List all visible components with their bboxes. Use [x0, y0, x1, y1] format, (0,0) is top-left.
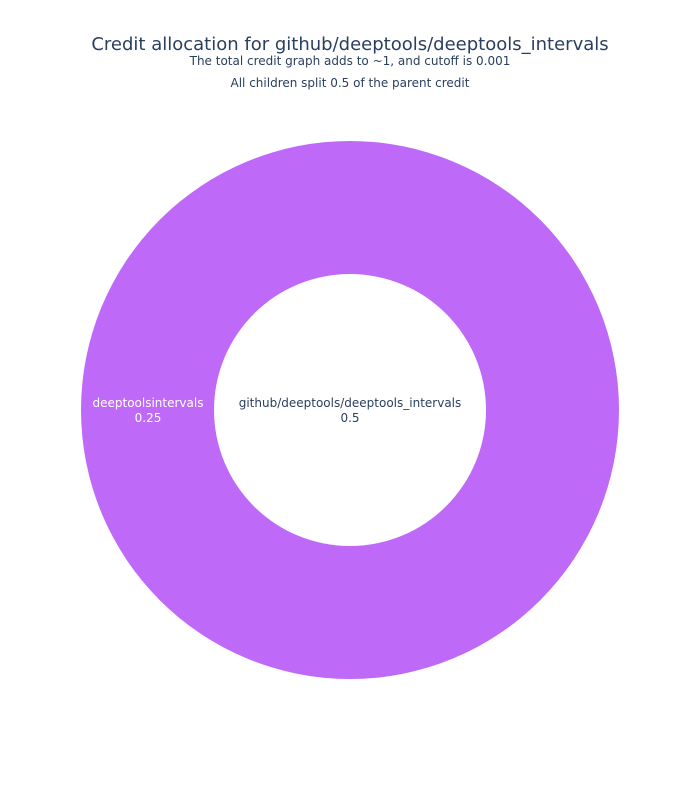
sunburst-root[interactable] — [214, 274, 486, 546]
root-label: github/deeptools/deeptools_intervals — [239, 396, 462, 410]
chart-subtitle-line-2: All children split 0.5 of the parent cre… — [231, 76, 470, 90]
segment-label-0: deeptoolsintervals — [93, 396, 204, 410]
chart-title: Credit allocation for github/deeptools/d… — [91, 34, 608, 55]
segment-value-0: 0.25 — [135, 411, 162, 425]
chart-subtitle-line-1: The total credit graph adds to ~1, and c… — [189, 54, 511, 68]
root-value: 0.5 — [340, 411, 359, 425]
